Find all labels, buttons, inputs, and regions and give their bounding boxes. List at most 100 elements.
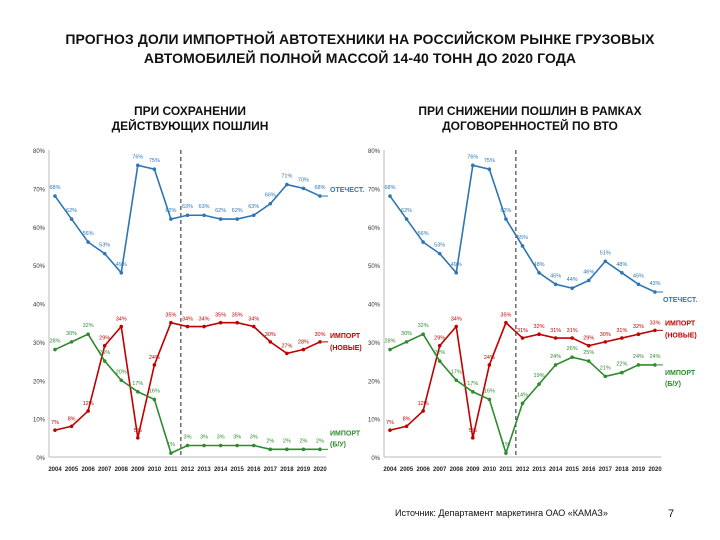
data-point-import_used: [285, 447, 289, 452]
data-point-import_new: [603, 340, 608, 344]
data-point-import_used: [537, 382, 541, 386]
data-label-import_new: 5%: [469, 428, 477, 434]
data-label-import_used: 26%: [567, 346, 578, 352]
data-point-domestic: [570, 286, 574, 290]
x-tick-label: 2018: [280, 467, 294, 473]
data-point-domestic: [471, 163, 475, 168]
data-point-domestic: [487, 167, 492, 171]
data-point-import_used: [388, 347, 392, 352]
source-note: Источник: Департамент маркетинга ОАО «КА…: [395, 508, 608, 518]
x-tick-label: 2017: [599, 467, 613, 473]
y-tick-label: 60%: [33, 226, 46, 232]
data-label-import_used: 32%: [418, 323, 429, 329]
data-label-domestic: 62%: [66, 208, 77, 214]
legend-label-domestic: ОТЕЧЕСТ.: [330, 187, 364, 194]
data-label-import_used: 3%: [217, 434, 225, 440]
y-tick-label: 20%: [33, 379, 46, 385]
data-point-import_used: [185, 443, 190, 448]
data-label-domestic: 49%: [451, 262, 462, 268]
data-label-import_used: 30%: [401, 331, 412, 337]
y-tick-label: 30%: [33, 341, 46, 347]
data-label-import_new: 7%: [51, 420, 59, 426]
data-label-import_new: 24%: [149, 355, 160, 361]
x-tick-label: 2005: [400, 467, 414, 473]
data-point-import_new: [471, 436, 475, 440]
right-chart-title-line-2: ДОГОВОРЕННОСТЕЙ ПО ВТО: [442, 119, 618, 133]
data-point-import_used: [603, 374, 608, 379]
data-point-import_new: [636, 332, 641, 336]
data-label-import_new: 27%: [281, 343, 292, 349]
data-point-import_used: [404, 340, 409, 344]
data-label-import_used: 17%: [467, 381, 478, 387]
data-label-domestic: 56%: [418, 231, 429, 237]
x-tick-label: 2017: [264, 467, 278, 473]
data-label-import_new: 5%: [134, 428, 142, 434]
data-point-domestic: [102, 251, 107, 256]
y-tick-label: 60%: [368, 226, 381, 232]
data-label-domestic: 66%: [265, 193, 276, 199]
data-label-import_new: 33%: [649, 320, 660, 326]
y-tick-label: 30%: [368, 341, 381, 347]
data-point-domestic: [119, 271, 124, 275]
data-label-domestic: 68%: [314, 185, 325, 191]
data-point-import_used: [268, 447, 273, 452]
data-label-import_new: 30%: [265, 332, 276, 338]
data-point-import_new: [136, 436, 140, 440]
x-tick-label: 2010: [148, 467, 162, 473]
page-title-line-2: АВТОМОБИЛЕЙ ПОЛНОЙ МАССОЙ 14-40 ТОНН ДО …: [143, 50, 577, 66]
data-label-import_used: 21%: [600, 365, 611, 371]
data-point-domestic: [69, 217, 74, 221]
data-label-import_used: 1%: [502, 442, 510, 448]
data-label-import_new: 30%: [314, 332, 325, 338]
data-label-import_new: 31%: [517, 328, 528, 334]
data-point-import_new: [620, 336, 624, 340]
x-tick-label: 2020: [313, 467, 327, 473]
data-label-import_new: 34%: [199, 317, 210, 323]
right-chart-title-line-1: ПРИ СНИЖЕНИИ ПОШЛИН В РАМКАХ: [418, 104, 642, 118]
data-label-import_new: 35%: [165, 313, 176, 319]
data-label-import_used: 25%: [99, 350, 110, 356]
data-point-domestic: [404, 217, 409, 221]
left-line-chart: 0%10%20%30%40%50%60%70%80%2004 2005 2006 20…: [33, 149, 364, 473]
data-label-domestic: 62%: [165, 208, 176, 214]
data-point-import_used: [553, 363, 558, 367]
data-point-import_new: [504, 320, 508, 325]
data-label-import_used: 22%: [434, 350, 445, 356]
data-point-import_used: [454, 378, 459, 383]
data-point-domestic: [235, 217, 239, 221]
x-tick-label: 2008: [115, 467, 129, 473]
legend-label-import_used: ИМПОРТ: [330, 430, 361, 437]
data-label-import_used: 17%: [451, 369, 462, 375]
data-point-import_new: [454, 324, 459, 329]
y-tick-label: 20%: [368, 379, 381, 385]
y-tick-label: 10%: [33, 418, 46, 424]
data-point-domestic: [421, 240, 425, 244]
data-point-import_new: [285, 351, 289, 356]
data-label-domestic: 53%: [434, 243, 445, 249]
data-label-import_used: 17%: [132, 381, 143, 387]
data-point-domestic: [620, 271, 624, 275]
data-point-domestic: [152, 167, 157, 171]
data-label-domestic: 68%: [384, 185, 395, 191]
x-tick-label: 2016: [247, 467, 261, 473]
data-point-domestic: [520, 244, 525, 248]
data-label-import_used: 28%: [49, 339, 60, 345]
data-point-import_new: [388, 428, 392, 432]
x-tick-label: 2011: [164, 467, 178, 473]
y-tick-label: 50%: [368, 264, 381, 270]
data-point-import_used: [586, 359, 591, 363]
data-point-domestic: [251, 213, 256, 218]
data-point-domestic: [53, 194, 57, 198]
data-point-import_used: [318, 447, 322, 452]
data-label-import_new: 29%: [99, 336, 110, 342]
data-label-import_used: 24%: [550, 354, 561, 360]
data-label-import_used: 14%: [517, 392, 528, 398]
x-tick-label: 2008: [450, 467, 464, 473]
x-tick-label: 2014: [549, 467, 563, 473]
data-label-domestic: 45%: [633, 273, 644, 279]
data-point-import_new: [553, 336, 558, 340]
x-tick-label: 2019: [297, 467, 311, 473]
data-point-domestic: [553, 282, 558, 287]
data-point-import_new: [53, 428, 57, 432]
left-chart-title-line-2: ДЕЙСТВУЮЩИХ ПОШЛИН: [111, 119, 269, 133]
